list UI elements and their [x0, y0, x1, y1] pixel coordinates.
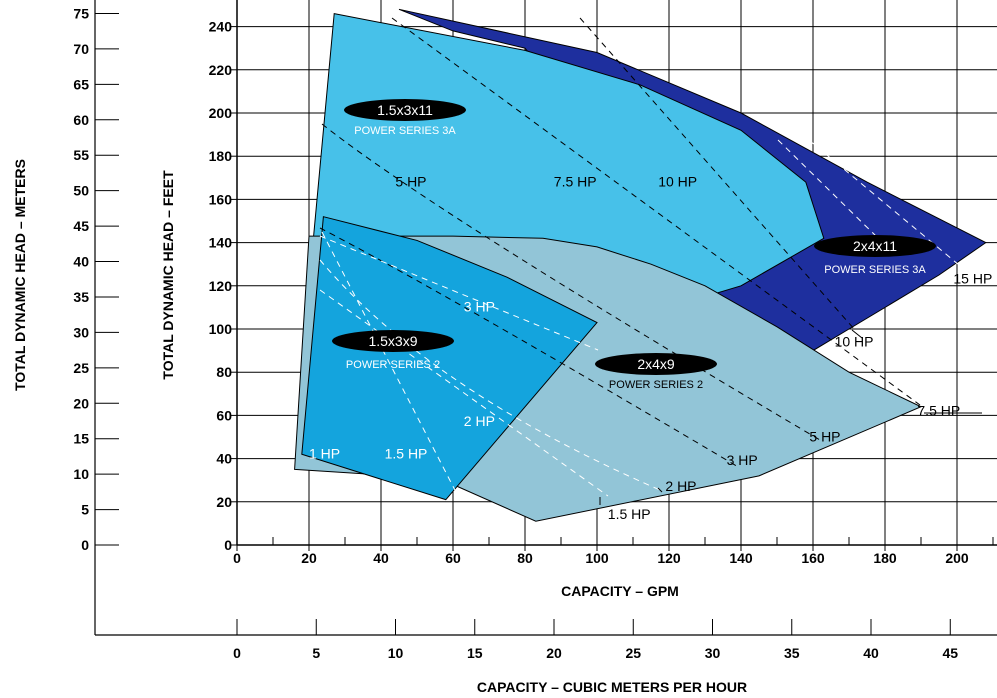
x-tick-m3h: 5: [312, 645, 320, 661]
hp-label: 2 HP: [464, 413, 495, 429]
model-label-1-5x3x11: 1.5x3x11: [377, 102, 433, 118]
y-tick-meters: 35: [73, 289, 89, 305]
model-label-2x4x9: 2x4x9: [637, 356, 675, 372]
y-tick-feet: 100: [209, 321, 233, 337]
y-tick-meters: 10: [73, 466, 89, 482]
x-tick-m3h: 30: [705, 645, 721, 661]
hp-curve-2: [319, 259, 661, 491]
leader-2hp: [657, 487, 663, 493]
y-tick-meters: 25: [73, 360, 89, 376]
x-tick-m3h: 15: [467, 645, 483, 661]
x-tick-m3h: 20: [546, 645, 562, 661]
hp-curve-5: [321, 123, 821, 441]
x-tick-gpm: 0: [233, 550, 241, 566]
y-axis-title-feet: TOTAL DYNAMIC HEAD – FEET: [160, 170, 176, 380]
x-tick-m3h: 45: [942, 645, 958, 661]
y-tick-feet: 120: [209, 278, 233, 294]
hp-curve-10: [579, 17, 856, 331]
series-label-1-5x3x11: POWER SERIES 3A: [354, 125, 456, 137]
x-tick-m3h: 10: [388, 645, 404, 661]
x-tick-gpm: 180: [873, 550, 897, 566]
hp-curve-10-white: [777, 139, 881, 241]
x-tick-m3h: 40: [863, 645, 879, 661]
y-tick-meters: 15: [73, 431, 89, 447]
hp-curve-3: [319, 227, 741, 469]
x-tick-gpm: 160: [801, 550, 825, 566]
x-tick-gpm: 40: [373, 550, 389, 566]
model-pills: 1.5x3x11 POWER SERIES 3A 2x4x11 POWER SE…: [332, 99, 936, 391]
x-tick-gpm: 60: [445, 550, 461, 566]
y-tick-feet: 40: [216, 451, 232, 467]
x-tick-gpm: 120: [657, 550, 681, 566]
axes: [94, 0, 997, 636]
model-label-1-5x3x9: 1.5x3x9: [368, 333, 417, 349]
x-tick-m3h: 25: [625, 645, 641, 661]
y-tick-meters: 75: [73, 6, 89, 22]
hp-curve-1: [321, 231, 459, 497]
y-tick-meters: 40: [73, 254, 89, 270]
series-label-2x4x11: POWER SERIES 3A: [824, 264, 926, 276]
y-tick-meters: 45: [73, 218, 89, 234]
hp-label: 1.5 HP: [385, 446, 428, 462]
y-tick-meters: 60: [73, 112, 89, 128]
hp-label: 10 HP: [835, 333, 874, 349]
y-tick-feet: 140: [209, 235, 233, 251]
y-tick-feet: 80: [216, 364, 232, 380]
x-tick-gpm: 140: [729, 550, 753, 566]
hp-leader-lines: [599, 329, 982, 505]
y-tick-meters: 5: [81, 502, 89, 518]
pill-1-5x3x9: 1.5x3x9 POWER SERIES 2: [332, 330, 454, 371]
y-tick-feet: 180: [209, 148, 233, 164]
series-label-2x4x9: POWER SERIES 2: [609, 379, 703, 391]
hp-label: 7.5 HP: [917, 402, 960, 418]
x-tick-gpm: 80: [517, 550, 533, 566]
y-tick-meters: 20: [73, 395, 89, 411]
y-tick-meters: 65: [73, 76, 89, 92]
y-tick-meters: 50: [73, 183, 89, 199]
hp-label: 15 HP: [953, 271, 992, 287]
pill-2x4x9: 2x4x9 POWER SERIES 2: [595, 353, 717, 391]
hp-labels: 1 HP 1.5 HP 2 HP 3 HP 5 HP 7.5 HP 10 HP 1.5 HP 2…: [309, 173, 992, 522]
y-tick-feet: 160: [209, 191, 233, 207]
pill-1-5x3x11: 1.5x3x11 POWER SERIES 3A: [344, 99, 466, 137]
hp-label: 7.5 HP: [554, 173, 597, 189]
y-tick-meters: 0: [81, 537, 89, 553]
pill-2x4x11: 2x4x11 POWER SERIES 3A: [814, 235, 936, 276]
y-tick-feet: 240: [209, 19, 233, 35]
x-tick-m3h: 0: [233, 645, 241, 661]
x-tick-m3h: 35: [784, 645, 800, 661]
y-tick-meters: 55: [73, 147, 89, 163]
y-axis-title-meters: TOTAL DYNAMIC HEAD – METERS: [12, 159, 28, 391]
hp-curve-1-5: [319, 289, 609, 497]
x-tick-gpm: 20: [301, 550, 317, 566]
y-tick-meters: 30: [73, 324, 89, 340]
hp-label: 2 HP: [665, 478, 696, 494]
y-tick-feet: 60: [216, 407, 232, 423]
horsepower-curves: [319, 17, 966, 497]
hp-label: 1 HP: [309, 446, 340, 462]
tick-labels: 0 20 40 60 80 100 120 140 160 180 2000204060801001…: [73, 6, 968, 661]
hp-label: 3 HP: [727, 452, 758, 468]
y-tick-feet: 220: [209, 62, 233, 78]
model-label-2x4x11: 2x4x11: [853, 238, 897, 254]
hp-label: 1.5 HP: [608, 506, 651, 522]
x-tick-gpm: 200: [945, 550, 969, 566]
y-tick-meters: 70: [73, 41, 89, 57]
x-axis-title-gpm: CAPACITY – GPM: [561, 583, 679, 599]
hp-label: 3 HP: [464, 299, 495, 315]
x-tick-gpm: 100: [585, 550, 609, 566]
region-1-5x3x9: [301, 216, 598, 501]
pump-regions: [294, 8, 987, 522]
series-label-1-5x3x9: POWER SERIES 2: [346, 359, 440, 371]
hp-label: 5 HP: [809, 428, 840, 444]
hp-label: 5 HP: [395, 173, 426, 189]
hp-label: 10 HP: [658, 173, 697, 189]
y-tick-feet: 20: [216, 494, 232, 510]
y-tick-feet: 0: [224, 537, 232, 553]
x-axis-title-m3h: CAPACITY – CUBIC METERS PER HOUR: [477, 679, 747, 695]
leader-10hp: [851, 329, 863, 339]
y-tick-feet: 200: [209, 105, 233, 121]
